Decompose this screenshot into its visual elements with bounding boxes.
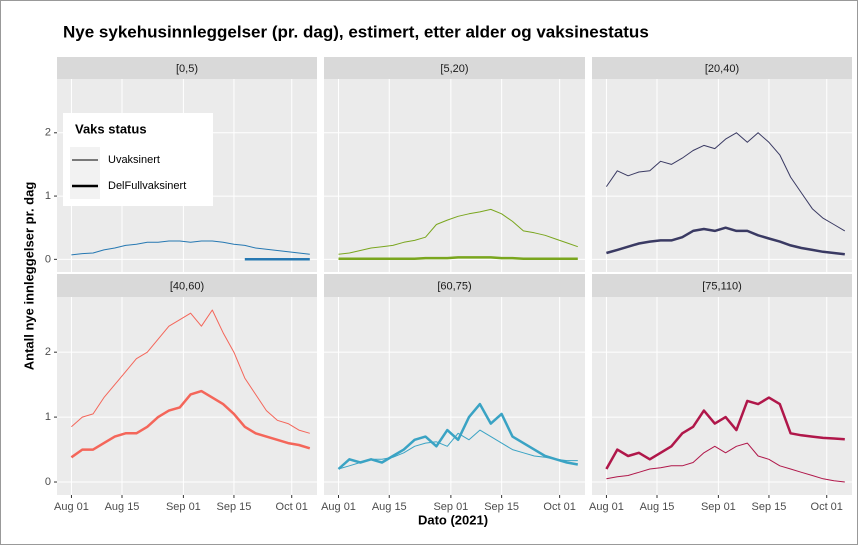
x-tick-label: Sep 15	[752, 501, 787, 513]
x-tick-label: Sep 01	[433, 501, 468, 513]
series-line	[606, 226, 845, 256]
series-line	[70, 389, 311, 459]
series-line	[606, 442, 845, 483]
strip-label: [60,75)	[437, 280, 471, 292]
series-line	[605, 132, 846, 232]
strip-label: [5,20)	[440, 63, 468, 75]
x-tick-label: Sep 01	[701, 501, 736, 513]
series-line	[71, 240, 310, 256]
x-tick-label: Sep 15	[484, 501, 519, 513]
panel-bg	[57, 297, 317, 495]
legend-title: Vaks status	[75, 121, 147, 136]
strip-label: [20,40)	[705, 63, 739, 75]
y-tick-label: 2	[45, 127, 51, 139]
x-tick-label: Aug 15	[105, 501, 140, 513]
strip-label: [75,110)	[702, 280, 742, 292]
x-tick-label: Sep 01	[166, 501, 201, 513]
x-tick-label: Sep 15	[217, 501, 252, 513]
x-tick-label: Aug 15	[372, 501, 407, 513]
strip-label: [0,5)	[176, 63, 198, 75]
series-line	[338, 208, 578, 255]
y-tick-label: 1	[45, 411, 51, 423]
y-tick-label: 2	[45, 346, 51, 358]
strip	[57, 57, 317, 79]
y-tick-label: 0	[45, 253, 51, 265]
y-axis-label: Antall nye innleggelser pr. dag	[21, 182, 36, 371]
x-tick-label: Oct 01	[543, 501, 575, 513]
panel-bg	[592, 79, 852, 272]
x-tick-label: Aug 01	[54, 501, 89, 513]
legend-label: DelFullvaksinert	[108, 180, 186, 192]
strip	[57, 274, 317, 297]
series-line	[605, 396, 845, 470]
legend: Vaks status Uvaksinert DelFullvaksinert	[63, 113, 213, 206]
x-tick-label: Oct 01	[811, 501, 843, 513]
strip	[592, 57, 852, 79]
x-axis-label: Dato (2021)	[418, 512, 488, 527]
strip-label: [40,60)	[170, 280, 204, 292]
chart-title: Nye sykehusinnleggelser (pr. dag), estim…	[63, 22, 649, 41]
series-line	[71, 309, 310, 434]
series-line	[338, 429, 578, 470]
legend-label: Uvaksinert	[108, 154, 160, 166]
panels: [0,5) 0 1 2 [5,20) [20,40) [40,60) 0 1 2 Aug 01 Aug…	[45, 57, 852, 513]
x-tick-label: Oct 01	[276, 501, 308, 513]
panel-bg	[324, 297, 585, 495]
x-tick-label: Aug 01	[321, 501, 356, 513]
y-tick-label: 0	[45, 476, 51, 488]
panel-bg	[324, 79, 585, 272]
panel-bg	[592, 297, 852, 495]
x-tick-label: Aug 01	[589, 501, 624, 513]
strip	[592, 274, 852, 297]
strip	[324, 57, 585, 79]
series-line	[337, 402, 579, 470]
strip	[324, 274, 585, 297]
y-tick-label: 1	[45, 190, 51, 202]
x-tick-label: Aug 15	[640, 501, 675, 513]
series-line	[338, 256, 578, 260]
